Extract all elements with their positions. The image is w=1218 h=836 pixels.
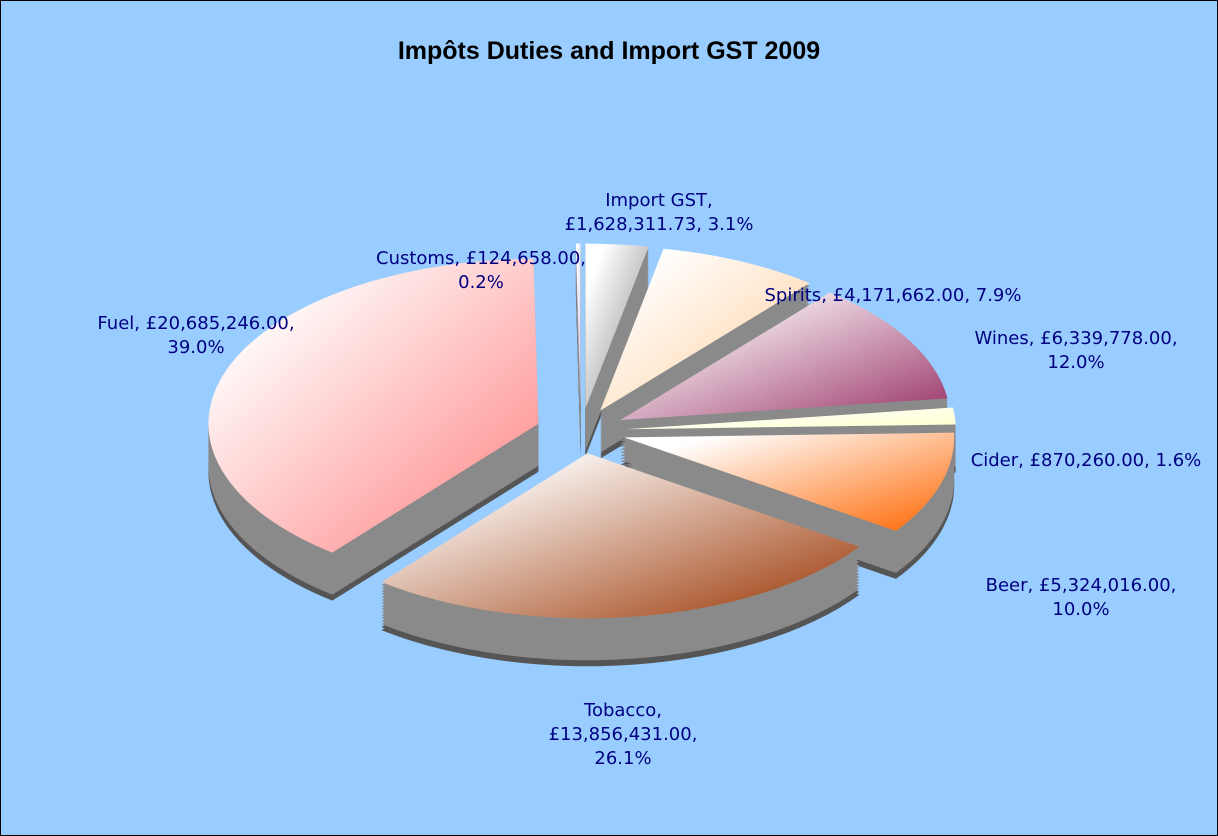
data-label: Customs, £124,658.00, 0.2% [376, 248, 587, 293]
data-label: Beer, £5,324,016.00, 10.0% [985, 575, 1177, 620]
slice [625, 407, 956, 430]
data-label: Cider, £870,260.00, 1.6% [970, 450, 1202, 471]
slice [600, 248, 810, 411]
data-label: Spirits, £4,171,662.00, 7.9% [764, 285, 1022, 306]
slice [381, 453, 860, 619]
slice [575, 243, 581, 409]
slice [624, 432, 955, 531]
slice [620, 292, 948, 421]
data-label: Wines, £6,339,778.00, 12.0% [974, 328, 1178, 373]
slice [208, 258, 539, 553]
data-label: Fuel, £20,685,246.00, 39.0% [97, 313, 295, 358]
chart-title: Impôts Duties and Import GST 2009 [397, 37, 821, 65]
data-label: Tobacco, £13,856,431.00, 26.1% [548, 700, 698, 769]
data-label: Import GST, £1,628,311.73, 3.1% [564, 190, 754, 235]
slice [585, 243, 649, 409]
